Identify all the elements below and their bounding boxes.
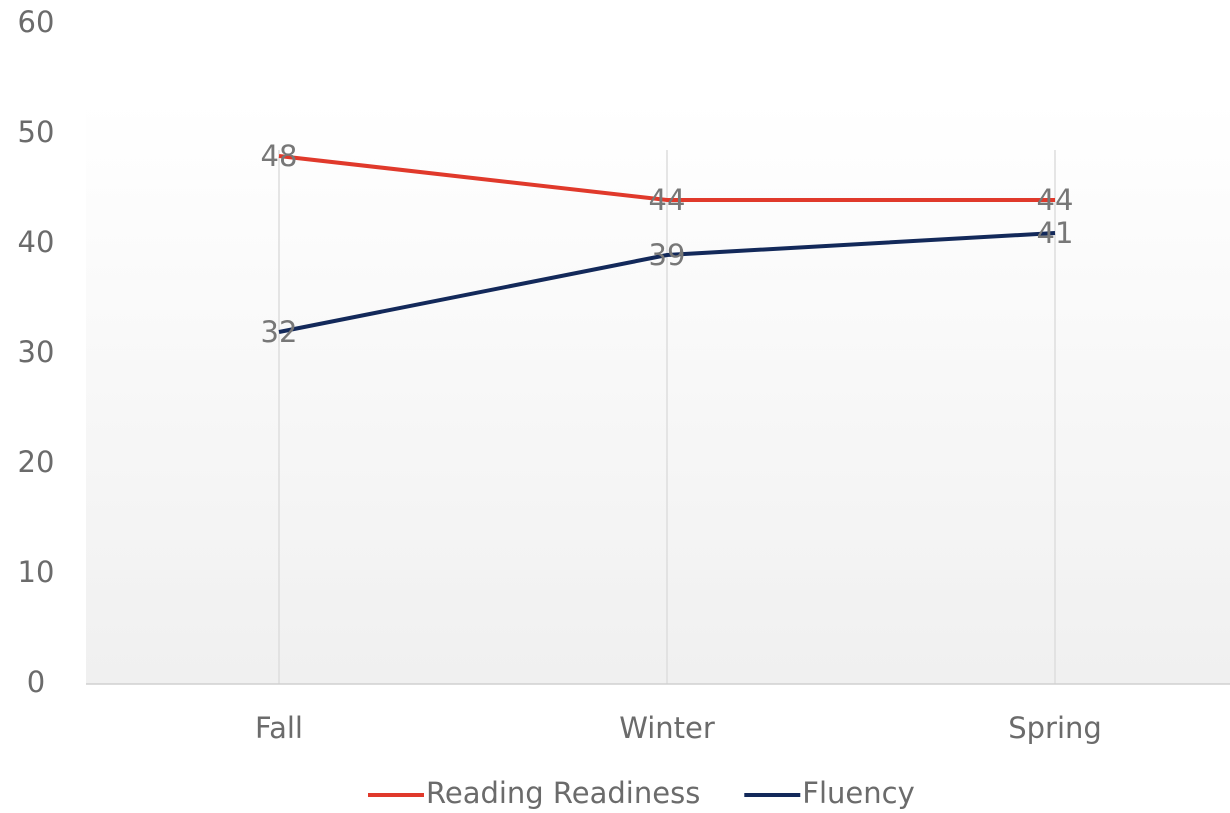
x-tick-label: Fall	[255, 711, 303, 745]
series-line	[278, 231, 1056, 334]
series-line	[278, 154, 1055, 202]
data-label: 48	[261, 139, 298, 173]
x-tick-label: Spring	[1008, 711, 1102, 745]
y-tick-label: 50	[18, 115, 55, 149]
y-tick-label: 20	[18, 445, 55, 479]
data-label: 41	[1037, 216, 1074, 250]
y-tick-label: 0	[27, 665, 45, 699]
legend-label: Reading Readiness	[426, 776, 700, 810]
y-tick-label: 40	[18, 225, 55, 259]
data-label: 44	[649, 183, 686, 217]
data-label: 32	[261, 315, 298, 349]
y-tick-label: 10	[18, 555, 55, 589]
legend-label: Fluency	[802, 776, 914, 810]
x-tick-label: Winter	[619, 711, 715, 745]
data-label: 44	[1037, 183, 1074, 217]
data-label: 39	[649, 238, 686, 272]
y-tick-label: 60	[18, 5, 55, 39]
y-tick-label: 30	[18, 335, 55, 369]
